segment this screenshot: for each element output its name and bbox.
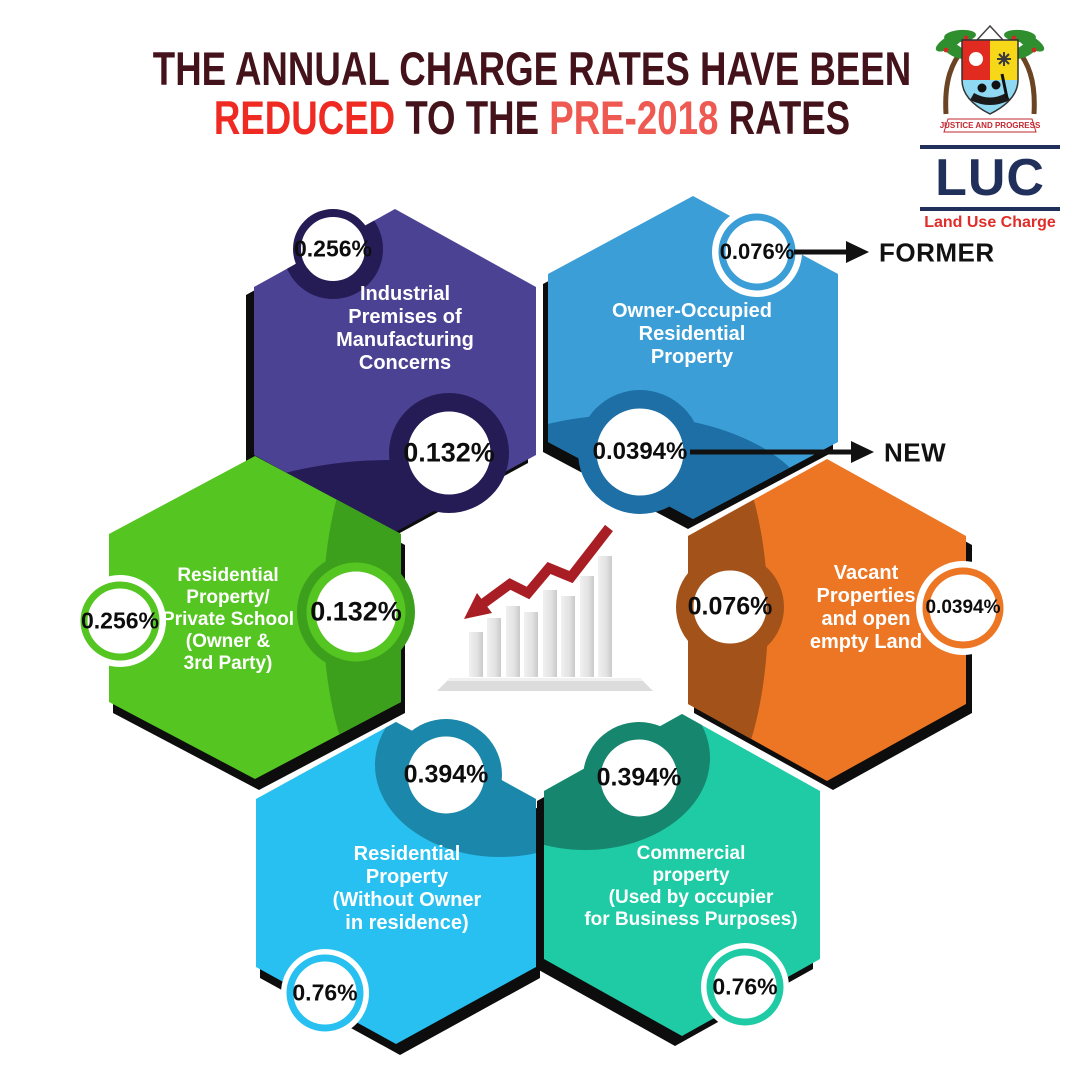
- former-rate-circle: [706, 948, 784, 1026]
- new-arrow: [690, 441, 874, 463]
- new-rate-circle: [398, 727, 494, 823]
- new-rate-circle: [306, 562, 406, 662]
- hex-label-residential-private-school: Residential Property/ Private School (Ow…: [162, 565, 294, 674]
- new-rate-circle: [587, 399, 693, 505]
- palm-tree-icon-right: [1004, 29, 1045, 115]
- hexagon-owner-occupied: [543, 196, 838, 529]
- crest-roof: [975, 24, 1005, 41]
- former-rate-circle: [293, 209, 373, 289]
- rate-vacant-new: 0.0394%: [925, 597, 1001, 618]
- rate-residential-no-owner-former: 0.76%: [292, 979, 358, 1006]
- new-rate-circle: [922, 567, 1004, 649]
- former-arrowhead: [846, 241, 869, 263]
- new-arrowhead: [851, 441, 874, 463]
- motto-text: JUSTICE AND PROGRESS: [940, 121, 1041, 130]
- title-word-reduced: REDUCED: [213, 91, 396, 144]
- hex-label-commercial-property: Commercial property (Used by occupier fo…: [584, 843, 798, 930]
- hexagon-shading: [548, 415, 815, 519]
- title-line-1: THE ANNUAL CHARGE RATES HAVE BEEN: [152, 42, 912, 95]
- hex-label-residential-without-owner: Residential Property (Without Owner in r…: [332, 843, 482, 934]
- hex-label-owner-occupied: Owner-Occupied Residential Property: [611, 300, 773, 368]
- former-rate-circle: [80, 581, 160, 661]
- hexagon-residential-without-owner: [256, 719, 540, 1055]
- sun-icon: [969, 52, 983, 66]
- chart-base-top: [447, 678, 643, 681]
- new-label: NEW: [884, 437, 947, 468]
- lagos-state-crest: JUSTICE AND PROGRESS: [935, 24, 1045, 133]
- hexagon-residential-private-school: [74, 456, 415, 790]
- hex-label-vacant-properties: Vacant Properties and open empty Land: [809, 562, 923, 653]
- new-rate-circle: [591, 730, 687, 826]
- rate-industrial-former: 0.256%: [293, 235, 373, 262]
- title-word-tothe: TO THE: [405, 91, 540, 144]
- rate-private-school-new: 0.132%: [310, 596, 402, 627]
- rate-residential-no-owner-new: 0.394%: [403, 760, 489, 789]
- hex-label-industrial: Industrial Premises of Manufacturing Con…: [336, 283, 474, 374]
- former-rate-circle: [286, 954, 364, 1032]
- rate-owner-occupied-new: 0.0394%: [592, 438, 688, 465]
- rate-vacant-former: 0.076%: [687, 592, 773, 621]
- rate-private-school-former: 0.256%: [80, 607, 160, 634]
- page-title: THE ANNUAL CHARGE RATES HAVE BEEN REDUCE…: [0, 44, 1064, 142]
- canoe-icon: [970, 93, 1010, 105]
- palm-tree-icon-left: [935, 29, 976, 115]
- new-rate-circle: [398, 402, 500, 504]
- rate-owner-occupied-former: 0.076%: [719, 239, 795, 264]
- luc-caption: Land Use Charge: [924, 214, 1056, 231]
- title-word-rates: RATES: [728, 91, 851, 144]
- chart-bars: [469, 556, 612, 677]
- hexagon-body: [109, 456, 401, 779]
- former-rate-circle: [718, 213, 796, 291]
- logo-rule-top: [920, 145, 1060, 149]
- motto-banner: JUSTICE AND PROGRESS: [940, 118, 1041, 133]
- luc-acronym: LUC: [935, 149, 1045, 207]
- star-icon: [997, 52, 1011, 66]
- title-line-2: REDUCED TO THE PRE-2018 RATES: [117, 93, 947, 142]
- rate-commercial-former: 0.76%: [712, 973, 778, 1000]
- former-rate-circle: [684, 561, 776, 653]
- rate-industrial-new: 0.132%: [403, 437, 495, 468]
- chart-base: [437, 678, 653, 691]
- declining-arrow: [464, 524, 613, 619]
- logo-rule-bottom: [920, 207, 1060, 211]
- rate-commercial-new: 0.394%: [596, 763, 682, 792]
- luc-logo: JUSTICE AND PROGRESS LUC Land Use Charge: [912, 22, 1068, 232]
- former-label: FORMER: [879, 237, 995, 268]
- former-arrow: [794, 241, 869, 263]
- trend-chart-illustration: [437, 524, 653, 691]
- title-word-pre2018: PRE-2018: [549, 91, 719, 144]
